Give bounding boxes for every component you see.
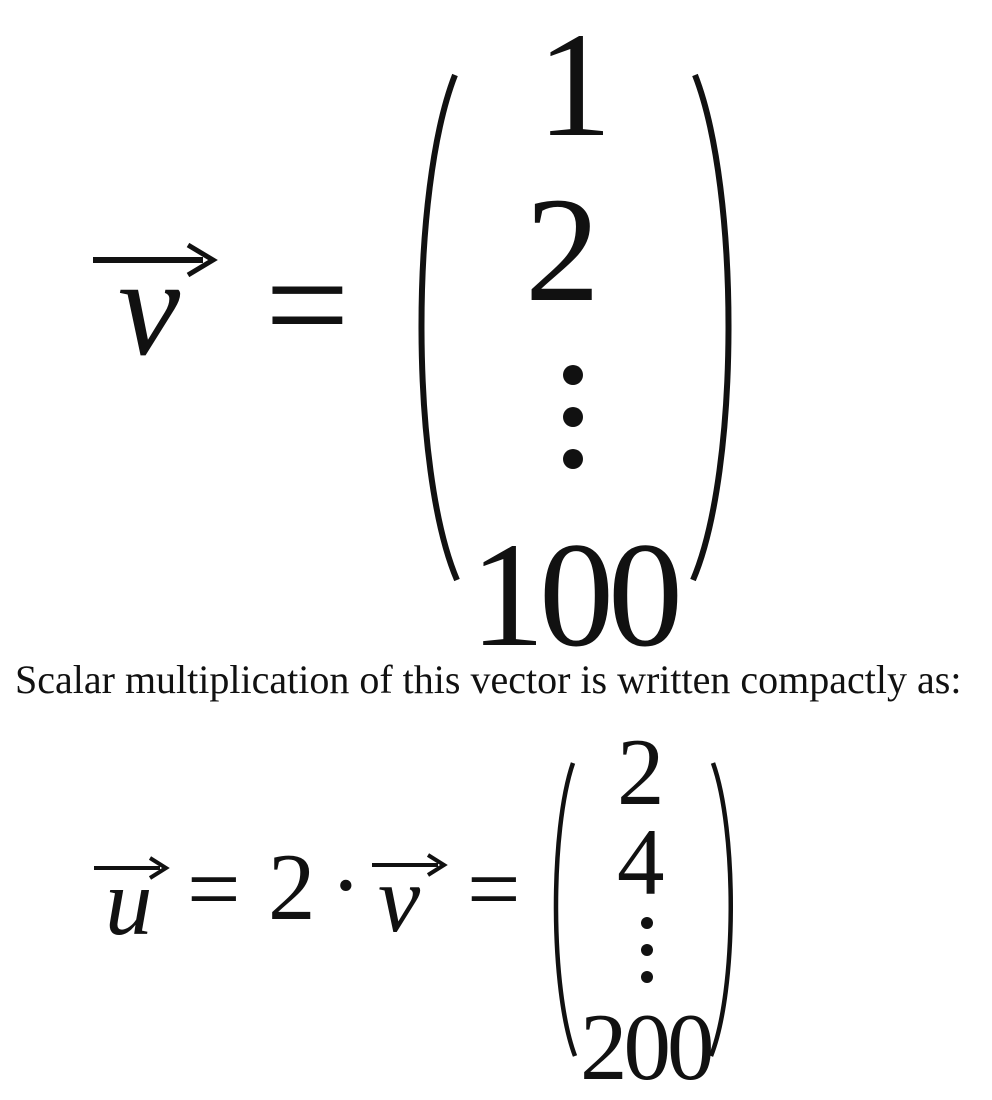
vector-v-symbol: v (378, 846, 421, 952)
equals-sign: = (467, 836, 521, 942)
vector-entry: 4 (617, 809, 665, 915)
column-vector-parentheses (418, 73, 732, 582)
multiplication-dot: · (330, 832, 362, 938)
vector-arrow-icon (372, 853, 448, 877)
vector-entry: 100 (470, 512, 683, 678)
scalar-value: 2 (268, 834, 316, 940)
vector-entry: 1 (537, 2, 612, 168)
vector-arrow-icon (94, 856, 170, 880)
vector-entry: 2 (617, 719, 665, 825)
vector-u-symbol: u (105, 849, 153, 955)
vertical-ellipsis-icon (641, 917, 653, 983)
vector-entry: 200 (580, 994, 714, 1100)
vertical-ellipsis-icon (563, 365, 583, 469)
equals-sign: = (265, 222, 350, 388)
explanation-text: Scalar multiplication of this vector is … (15, 657, 962, 702)
vector-entry: 2 (525, 167, 600, 333)
column-vector-parentheses (553, 762, 733, 1057)
vector-v-symbol: v (118, 230, 181, 385)
equals-sign: = (187, 836, 241, 942)
vector-arrow-icon (93, 242, 218, 278)
